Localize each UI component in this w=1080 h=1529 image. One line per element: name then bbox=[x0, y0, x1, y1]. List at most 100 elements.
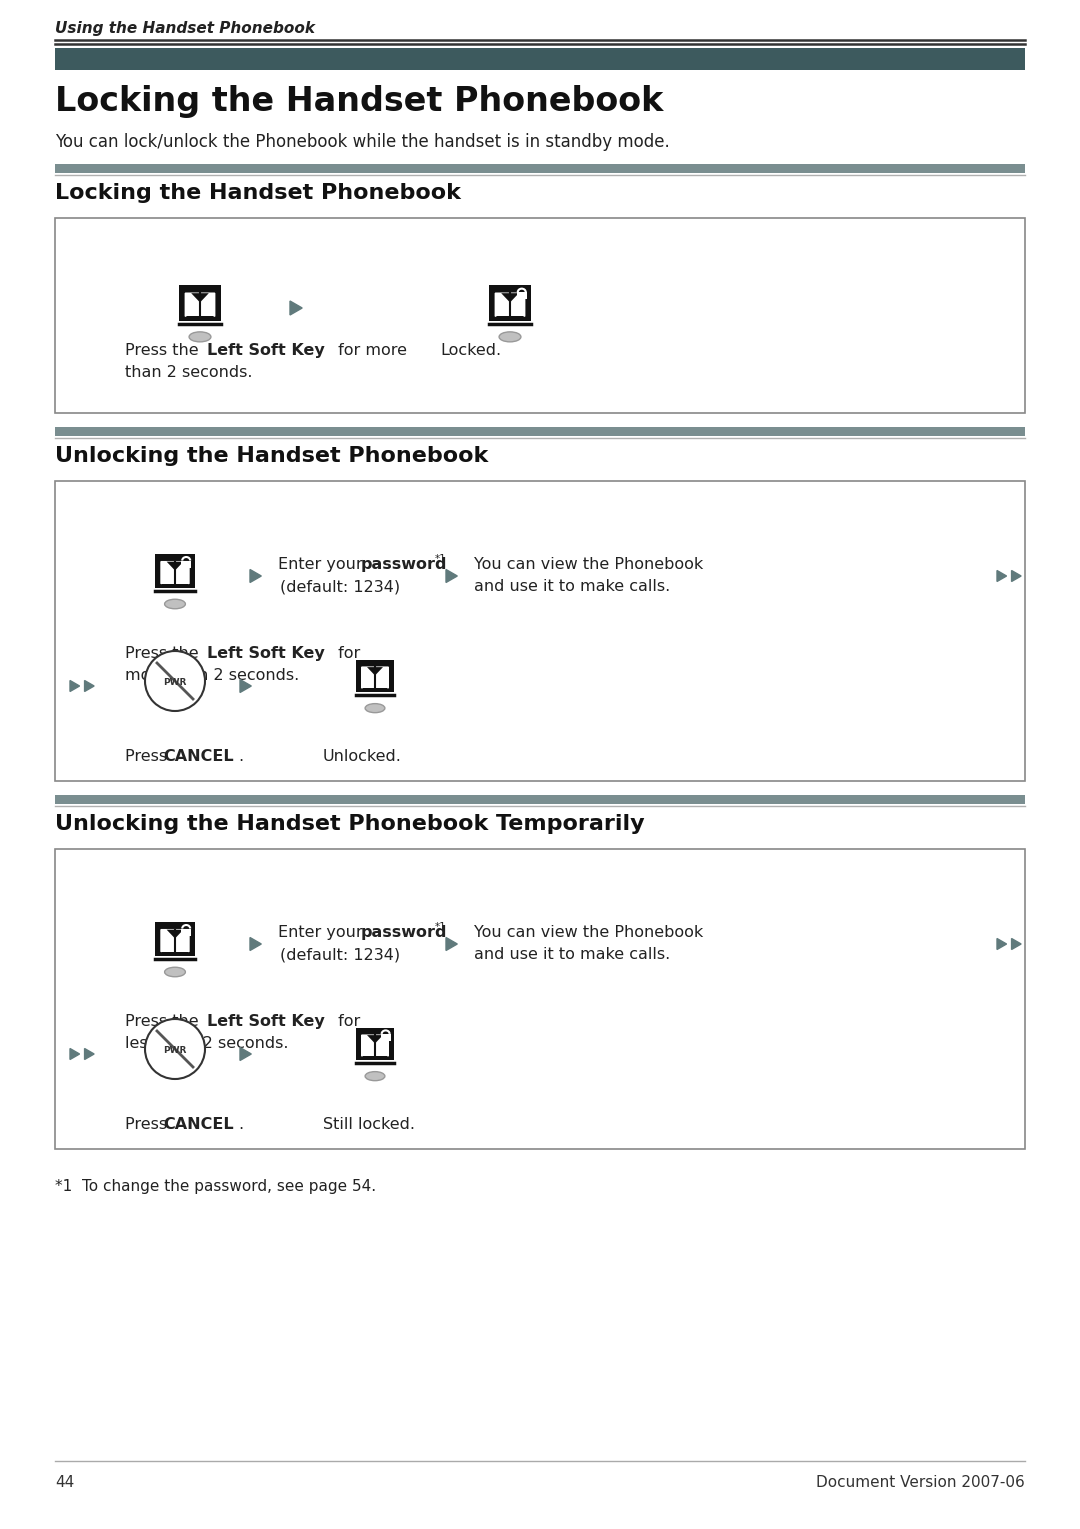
Polygon shape bbox=[240, 1047, 252, 1061]
Bar bbox=[161, 930, 174, 951]
Polygon shape bbox=[249, 569, 261, 583]
Bar bbox=[55, 795, 1025, 804]
Text: for more: for more bbox=[333, 342, 407, 358]
Bar bbox=[156, 553, 195, 589]
Text: *1: *1 bbox=[435, 922, 447, 933]
Bar bbox=[181, 561, 191, 567]
Bar bbox=[55, 164, 1025, 173]
Polygon shape bbox=[997, 939, 1007, 950]
Polygon shape bbox=[291, 301, 302, 315]
Bar bbox=[55, 427, 1025, 436]
Bar bbox=[362, 1035, 374, 1057]
Ellipse shape bbox=[365, 703, 384, 713]
Circle shape bbox=[145, 1018, 205, 1079]
Text: You can lock/unlock the Phonebook while the handset is in standby mode.: You can lock/unlock the Phonebook while … bbox=[55, 133, 670, 151]
Text: and use it to make calls.: and use it to make calls. bbox=[474, 946, 671, 962]
Text: Press the: Press the bbox=[125, 342, 204, 358]
Text: Unlocked.: Unlocked. bbox=[323, 749, 402, 764]
Polygon shape bbox=[362, 667, 375, 688]
Text: CANCEL: CANCEL bbox=[163, 1118, 233, 1131]
Bar bbox=[156, 922, 195, 956]
Bar bbox=[176, 930, 189, 951]
Text: Press: Press bbox=[125, 1118, 172, 1131]
Text: (default: 1234): (default: 1234) bbox=[280, 946, 400, 962]
Polygon shape bbox=[84, 1049, 94, 1060]
Text: 44: 44 bbox=[55, 1475, 75, 1489]
Polygon shape bbox=[70, 1049, 80, 1060]
Polygon shape bbox=[375, 667, 389, 688]
Text: Press the: Press the bbox=[125, 1014, 204, 1029]
Ellipse shape bbox=[365, 1072, 384, 1081]
Bar bbox=[356, 661, 394, 693]
Text: and use it to make calls.: and use it to make calls. bbox=[474, 579, 671, 593]
Polygon shape bbox=[70, 680, 80, 691]
Polygon shape bbox=[997, 570, 1007, 581]
Circle shape bbox=[145, 651, 205, 711]
Polygon shape bbox=[1012, 939, 1022, 950]
Bar bbox=[55, 849, 1025, 1148]
Polygon shape bbox=[175, 561, 189, 584]
Polygon shape bbox=[200, 294, 215, 317]
Bar bbox=[186, 294, 199, 317]
Text: Unlocking the Handset Phonebook: Unlocking the Handset Phonebook bbox=[55, 446, 488, 466]
Polygon shape bbox=[375, 1035, 389, 1057]
Text: Press: Press bbox=[125, 749, 172, 764]
Text: Still locked.: Still locked. bbox=[323, 1118, 415, 1131]
Bar bbox=[356, 1027, 394, 1060]
Text: less than 2 seconds.: less than 2 seconds. bbox=[125, 1037, 288, 1050]
Text: PWR: PWR bbox=[163, 677, 187, 687]
Bar bbox=[376, 1035, 389, 1057]
Text: *1  To change the password, see page 54.: *1 To change the password, see page 54. bbox=[55, 1179, 376, 1194]
Text: Locking the Handset Phonebook: Locking the Handset Phonebook bbox=[55, 183, 461, 203]
Polygon shape bbox=[510, 294, 525, 317]
Text: Using the Handset Phonebook: Using the Handset Phonebook bbox=[55, 21, 315, 37]
Bar bbox=[201, 294, 215, 317]
Text: Enter your: Enter your bbox=[278, 557, 368, 572]
Bar bbox=[376, 667, 389, 688]
Polygon shape bbox=[249, 937, 261, 951]
Text: You can view the Phonebook: You can view the Phonebook bbox=[474, 925, 703, 940]
Ellipse shape bbox=[164, 599, 186, 609]
Text: Locking the Handset Phonebook: Locking the Handset Phonebook bbox=[55, 86, 663, 118]
Text: password: password bbox=[361, 557, 447, 572]
Bar bbox=[181, 928, 191, 936]
Bar bbox=[55, 47, 1025, 70]
Bar bbox=[55, 219, 1025, 413]
Bar bbox=[176, 561, 189, 584]
Polygon shape bbox=[446, 937, 457, 951]
Bar bbox=[380, 1034, 391, 1041]
Text: for: for bbox=[333, 1014, 361, 1029]
Text: than 2 seconds.: than 2 seconds. bbox=[125, 365, 253, 381]
Bar bbox=[179, 284, 221, 321]
Bar bbox=[161, 561, 174, 584]
Text: Left Soft Key: Left Soft Key bbox=[207, 1014, 325, 1029]
Text: Press the: Press the bbox=[125, 645, 204, 661]
Bar bbox=[489, 284, 531, 321]
Ellipse shape bbox=[164, 968, 186, 977]
Text: Left Soft Key: Left Soft Key bbox=[207, 342, 325, 358]
Bar bbox=[55, 482, 1025, 781]
Polygon shape bbox=[175, 930, 189, 951]
Text: Document Version 2007-06: Document Version 2007-06 bbox=[816, 1475, 1025, 1489]
Text: Locked.: Locked. bbox=[440, 342, 501, 358]
Bar bbox=[516, 292, 527, 300]
Text: for: for bbox=[333, 645, 361, 661]
Polygon shape bbox=[166, 561, 184, 570]
Text: CANCEL: CANCEL bbox=[163, 749, 233, 764]
Bar bbox=[362, 667, 374, 688]
Polygon shape bbox=[240, 679, 252, 693]
Polygon shape bbox=[84, 680, 94, 691]
Ellipse shape bbox=[189, 332, 211, 342]
Polygon shape bbox=[1012, 570, 1022, 581]
Text: password: password bbox=[361, 925, 447, 940]
Text: You can view the Phonebook: You can view the Phonebook bbox=[474, 557, 703, 572]
Text: Left Soft Key: Left Soft Key bbox=[207, 645, 325, 661]
Polygon shape bbox=[166, 930, 184, 939]
Polygon shape bbox=[362, 1035, 375, 1057]
Text: *1: *1 bbox=[435, 553, 447, 564]
Polygon shape bbox=[501, 294, 518, 303]
Polygon shape bbox=[367, 1035, 383, 1043]
Polygon shape bbox=[161, 930, 175, 951]
Text: PWR: PWR bbox=[163, 1046, 187, 1055]
Polygon shape bbox=[191, 294, 208, 303]
